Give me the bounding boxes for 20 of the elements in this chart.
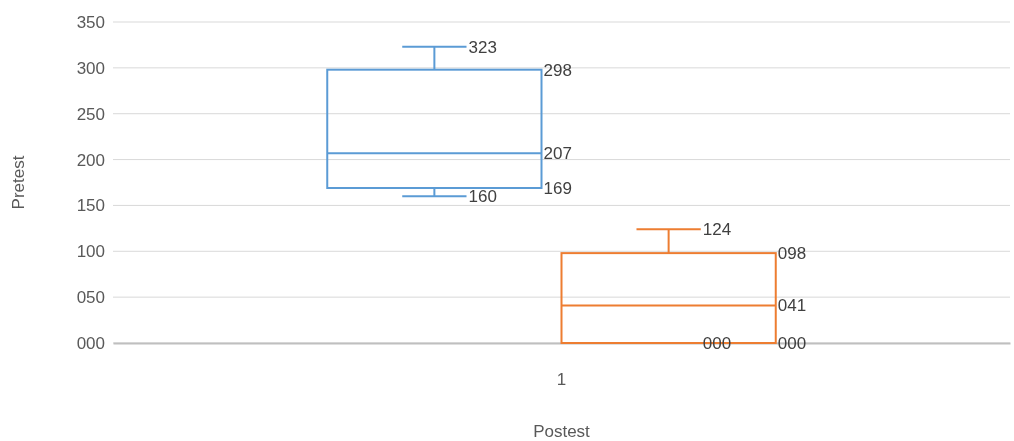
y-tick-label: 300 [76,58,105,78]
y-tick-label: 200 [76,150,105,170]
text: 323 [468,37,497,57]
y-tick-label: 050 [76,288,105,308]
text: 041 [777,296,807,316]
y-tick-label: 100 [76,242,105,262]
text: 169 [543,178,572,198]
x-tick-label: 1 [556,370,567,390]
text: 298 [543,60,572,80]
text: 098 [777,244,807,264]
y-tick-label: 150 [76,196,105,216]
y-axis-title: Pretest [9,155,28,210]
text: 207 [543,144,572,164]
y-tick-label: 350 [76,12,105,32]
text: 160 [468,187,497,207]
text: 124 [702,220,732,240]
text: 000 [777,333,807,353]
y-tick-label: 250 [76,104,105,124]
y-tick-label: 000 [76,333,105,353]
x-axis-title: Postest [533,422,591,441]
